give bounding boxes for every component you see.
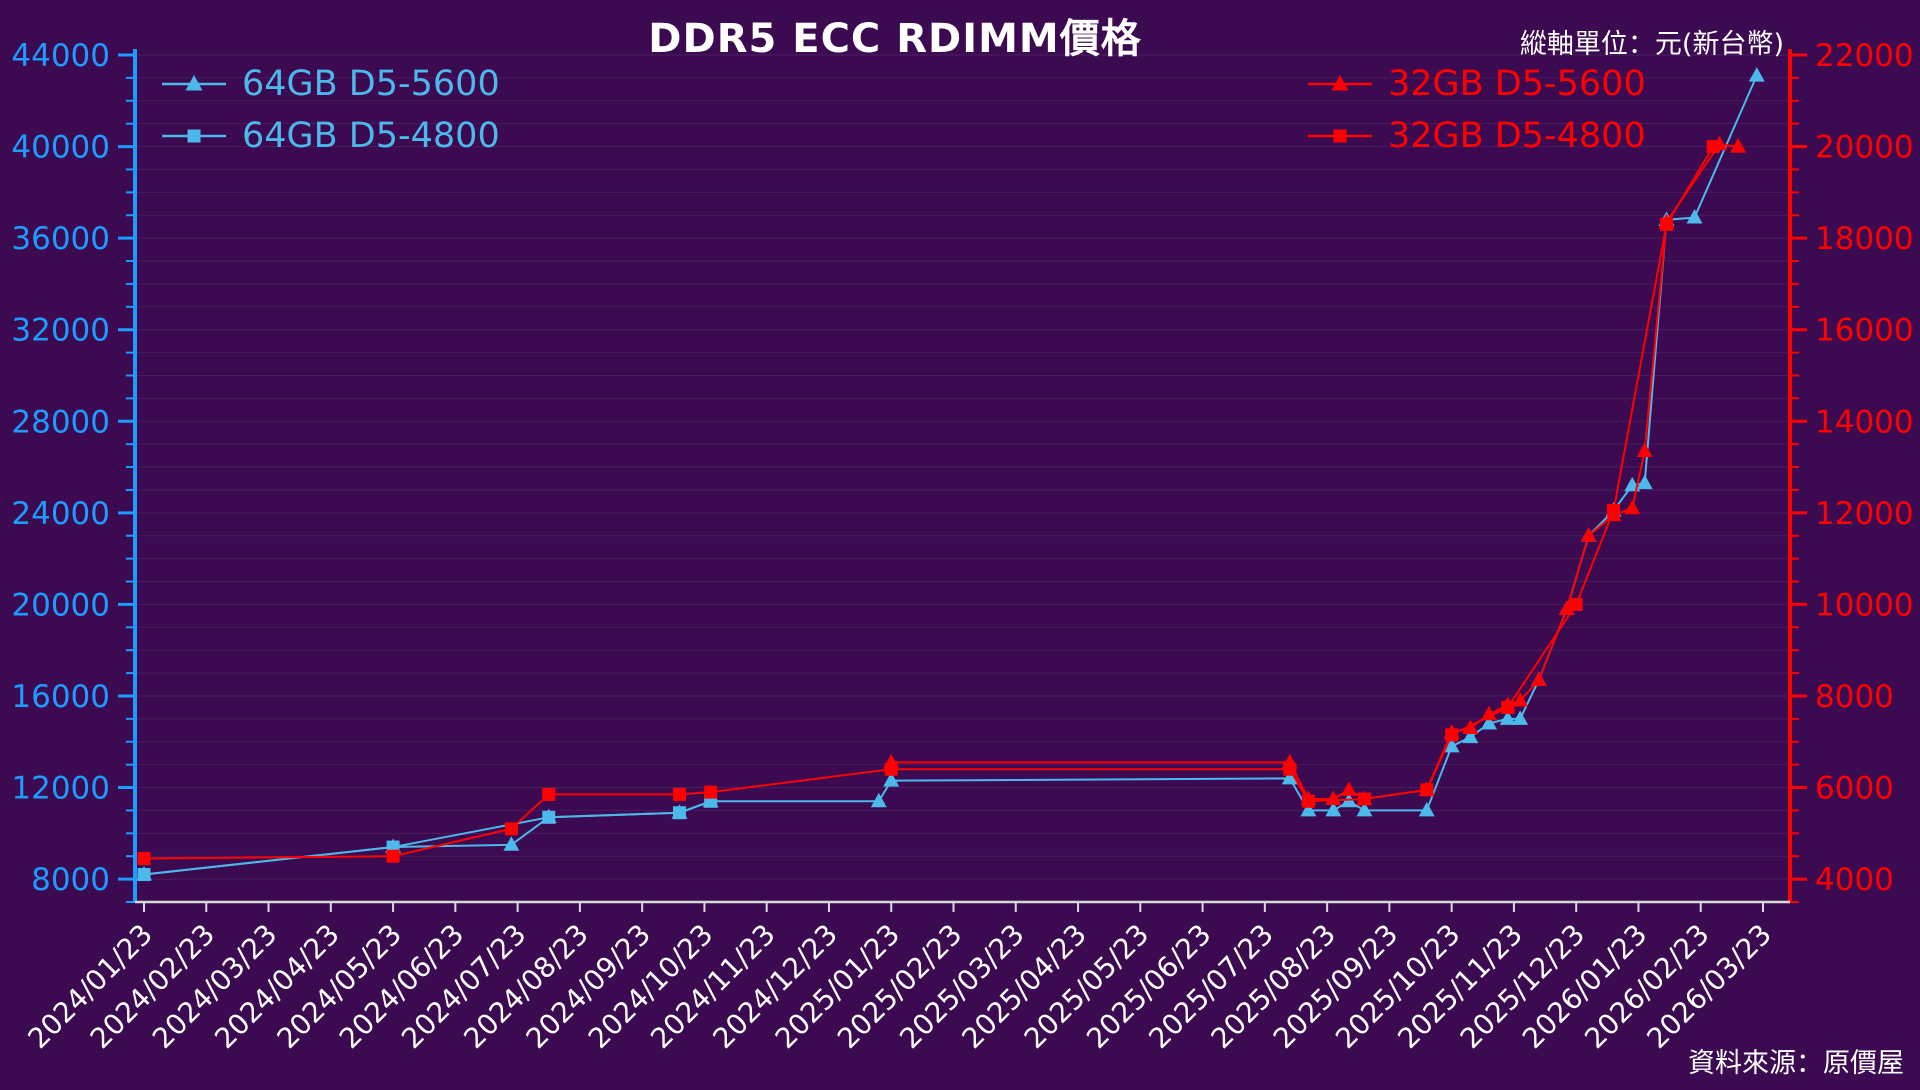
legend-item-64gb-d5-4800: 64GB D5-4800 <box>162 116 500 156</box>
chart-title: DDR5 ECC RDIMM價格 <box>648 16 1142 62</box>
svg-text:22000: 22000 <box>1815 38 1914 74</box>
legend-left: 64GB D5-5600 64GB D5-4800 <box>162 64 500 156</box>
svg-text:20000: 20000 <box>11 587 110 623</box>
red-line-triangle-marker-icon <box>1308 75 1372 91</box>
svg-text:18000: 18000 <box>1815 221 1914 257</box>
cyan-line-triangle-marker-icon <box>162 75 226 91</box>
svg-text:36000: 36000 <box>11 221 110 257</box>
legend-label-64gb-d5-5600: 64GB D5-5600 <box>242 64 500 104</box>
svg-text:20000: 20000 <box>1815 130 1914 166</box>
svg-text:10000: 10000 <box>1815 587 1914 623</box>
svg-text:8000: 8000 <box>31 862 110 898</box>
svg-text:32000: 32000 <box>11 313 110 349</box>
svg-text:4000: 4000 <box>1815 862 1894 898</box>
svg-text:14000: 14000 <box>1815 404 1914 440</box>
svg-text:28000: 28000 <box>11 404 110 440</box>
legend-label-32gb-d5-4800: 32GB D5-4800 <box>1388 116 1646 156</box>
legend-item-64gb-d5-5600: 64GB D5-5600 <box>162 64 500 104</box>
svg-text:24000: 24000 <box>11 496 110 532</box>
legend-item-32gb-d5-4800: 32GB D5-4800 <box>1308 116 1646 156</box>
axis-unit-label: 縱軸單位：元(新台幣) <box>1519 29 1784 60</box>
svg-text:16000: 16000 <box>11 679 110 715</box>
source-label: 資料來源：原價屋 <box>1688 1048 1904 1079</box>
svg-text:8000: 8000 <box>1815 679 1894 715</box>
svg-text:12000: 12000 <box>11 771 110 807</box>
red-line-square-marker-icon <box>1308 129 1372 143</box>
legend-label-64gb-d5-4800: 64GB D5-4800 <box>242 116 500 156</box>
cyan-line-square-marker-icon <box>162 129 226 143</box>
legend-right: 32GB D5-5600 32GB D5-4800 <box>1308 64 1646 156</box>
svg-text:12000: 12000 <box>1815 496 1914 532</box>
svg-text:40000: 40000 <box>11 130 110 166</box>
svg-text:6000: 6000 <box>1815 771 1894 807</box>
legend-item-32gb-d5-5600: 32GB D5-5600 <box>1308 64 1646 104</box>
svg-text:16000: 16000 <box>1815 313 1914 349</box>
svg-text:44000: 44000 <box>11 38 110 74</box>
legend-label-32gb-d5-5600: 32GB D5-5600 <box>1388 64 1646 104</box>
